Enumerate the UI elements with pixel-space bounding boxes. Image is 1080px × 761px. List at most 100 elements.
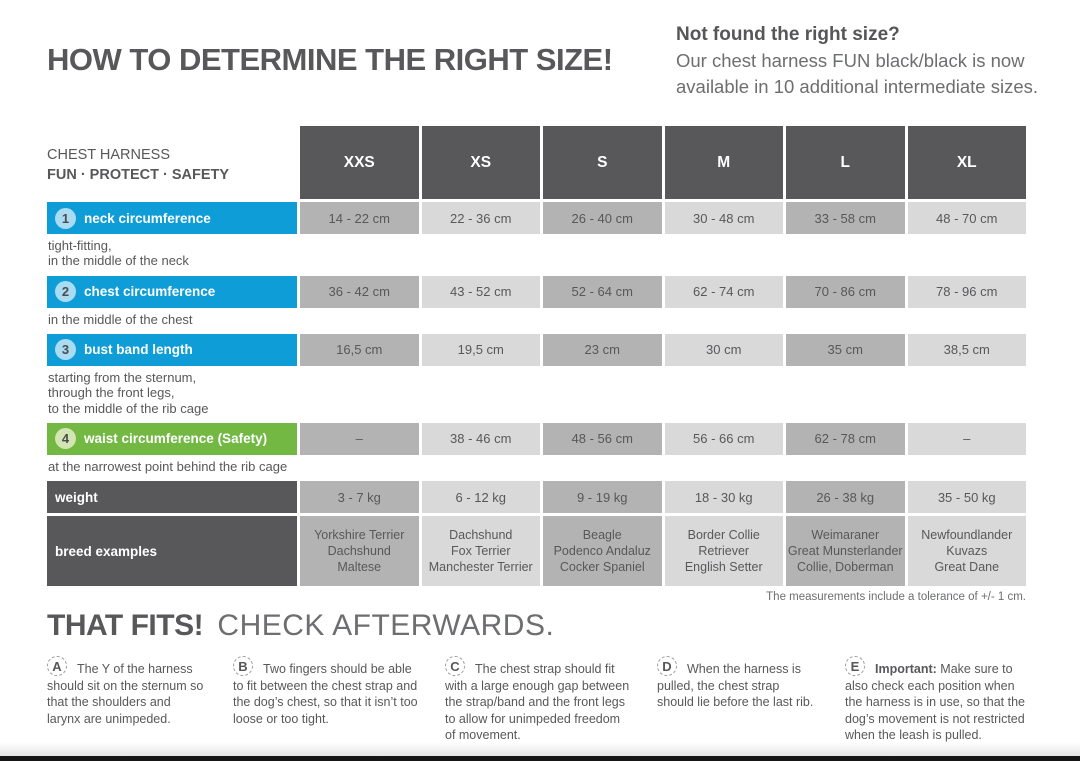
row-label-text: neck circumference (84, 210, 211, 226)
breed-name: Newfoundlander (921, 527, 1013, 542)
row-note-line: through the front legs, (48, 385, 175, 401)
size-cell: 26 - 38 kg (786, 481, 905, 514)
size-cell: 14 - 22 cm (300, 202, 419, 234)
check-afterwards-title: THAT FITS! CHECK AFTERWARDS. (47, 609, 1026, 643)
breed-cell: Weimaraner Great Munsterlander Collie, D… (786, 516, 905, 587)
table-row-chest-circumference: 2 chest circumference 36 - 42 cm 43 - 52… (47, 275, 1026, 308)
fit-note-d: D When the harness is pulled, the chest … (657, 656, 819, 744)
fit-note-text: Important: Make sure to also check each … (845, 661, 1026, 744)
size-cell: 6 - 12 kg (421, 481, 540, 514)
not-found-title: Not found the right size? (676, 24, 900, 45)
table-row-breed-examples: breed examples Yorkshire Terrier Dachshu… (47, 516, 1026, 587)
size-cell: 48 - 56 cm (543, 422, 662, 455)
fit-note-b: B Two fingers should be able to fit betw… (233, 656, 419, 744)
size-cell: 62 - 74 cm (664, 275, 783, 308)
size-cell: 19,5 cm (421, 333, 540, 366)
breed-name: Great Dane (934, 560, 1000, 575)
bottom-gradient (0, 742, 1080, 756)
size-cell: 38 - 46 cm (421, 422, 540, 455)
letter-badge-d: D (657, 656, 677, 677)
row-note-line: tight-fitting, (48, 238, 112, 253)
fit-note-a: A The Y of the harness should sit on the… (47, 656, 207, 744)
fit-note-c: C The chest strap should fit with a larg… (445, 656, 631, 744)
breed-cell: Beagle Podenco Andaluz Cocker Spaniel (543, 516, 662, 587)
tolerance-note: The measurements include a tolerance of … (766, 591, 1026, 604)
fit-note-bold: Important: (875, 662, 937, 677)
size-cell: 38,5 cm (907, 333, 1026, 366)
size-cell: 33 - 58 cm (786, 202, 905, 234)
fit-note-body: Make sure to also check each position wh… (845, 662, 1025, 743)
bottom-bar (0, 756, 1080, 761)
fit-note-text: The chest strap should fit with a large … (445, 661, 631, 744)
row-note: at the narrowest point behind the rib ca… (47, 455, 1026, 481)
size-col-header-l: L (786, 126, 905, 199)
size-table: CHEST HARNESS FUN · PROTECT · SAFETY XXS… (47, 126, 1026, 603)
breed-name: English Setter (684, 560, 763, 575)
row-note-line: at the narrowest point behind the rib ca… (48, 458, 288, 474)
row-label-text: bust band length (84, 342, 193, 358)
row-note-line: in the middle of the neck (48, 253, 189, 269)
row-note: starting from the sternum, through the f… (47, 366, 1026, 423)
fit-note-text: Two fingers should be able to fit betwee… (233, 661, 419, 727)
table-row-neck-circumference: 1 neck circumference 14 - 22 cm 22 - 36 … (47, 202, 1026, 234)
size-cell: 62 - 78 cm (786, 422, 905, 455)
size-col-header-xs: XS (421, 126, 540, 199)
size-cell: 3 - 7 kg (300, 481, 419, 514)
letter-badge-e: E (845, 656, 865, 677)
size-col-header-xxs: XXS (300, 126, 419, 199)
row-label-bust-band-length: 3 bust band length (47, 333, 297, 366)
size-cell: 18 - 30 kg (664, 481, 783, 514)
breed-cell: Yorkshire Terrier Dachshund Maltese (300, 516, 419, 587)
row-number-badge: 1 (55, 207, 76, 229)
breed-name: Podenco Andaluz (553, 544, 651, 559)
product-line: CHEST HARNESS (47, 146, 171, 163)
row-label-neck-circumference: 1 neck circumference (47, 202, 297, 234)
size-cell: 43 - 52 cm (421, 275, 540, 308)
breed-name: Kuvazs (946, 544, 988, 559)
size-cell: 23 cm (543, 333, 662, 366)
size-cell: 22 - 36 cm (421, 202, 540, 234)
size-col-header-m: M (664, 126, 783, 199)
breed-name: Yorkshire Terrier (314, 527, 405, 542)
size-cell: 30 cm (664, 333, 783, 366)
row-number-badge: 4 (55, 428, 76, 450)
size-cell: 9 - 19 kg (543, 481, 662, 514)
fit-check-notes: A The Y of the harness should sit on the… (47, 656, 1026, 744)
letter-badge-c: C (445, 656, 465, 677)
breed-name: Fox Terrier (450, 544, 511, 559)
size-cell: 48 - 70 cm (907, 202, 1026, 234)
size-cell: – (907, 422, 1026, 455)
row-number-badge: 3 (55, 339, 76, 361)
breed-name: Dachshund (327, 544, 391, 559)
row-note-line: in the middle of the chest (48, 311, 193, 327)
breed-name: Beagle (582, 527, 622, 542)
breed-name: Collie, Doberman (796, 560, 894, 575)
size-cell: 36 - 42 cm (300, 275, 419, 308)
size-cell: 35 cm (786, 333, 905, 366)
breed-cell: Dachshund Fox Terrier Manchester Terrier (421, 516, 540, 587)
product-line-bold: FUN · PROTECT · SAFETY (47, 166, 230, 183)
breed-cell: Newfoundlander Kuvazs Great Dane (907, 516, 1026, 587)
row-label-text: waist circumference (Safety) (84, 431, 268, 447)
size-cell: 35 - 50 kg (907, 481, 1026, 514)
size-cell: 70 - 86 cm (786, 275, 905, 308)
row-label-waist-circumference: 4 waist circumference (Safety) (47, 422, 297, 455)
breed-name: Cocker Spaniel (559, 560, 645, 575)
fit-note-e: E Important: Make sure to also check eac… (845, 656, 1026, 744)
row-number-badge: 2 (55, 281, 76, 303)
breed-name: Weimaraner (811, 527, 880, 542)
check-afterwards-section: THAT FITS! CHECK AFTERWARDS. A The Y of … (47, 609, 1026, 744)
product-name: CHEST HARNESS FUN · PROTECT · SAFETY (47, 126, 297, 199)
table-row-waist-circumference: 4 waist circumference (Safety) – 38 - 46… (47, 422, 1026, 455)
size-cell: 30 - 48 cm (664, 202, 783, 234)
check-afterwards-title-light: CHECK AFTERWARDS. (217, 609, 555, 643)
size-cell: 16,5 cm (300, 333, 419, 366)
breed-name: Border Collie (687, 527, 760, 542)
fit-note-body: When the harness is pulled, the chest st… (657, 662, 814, 710)
row-label-breed-examples: breed examples (47, 516, 297, 587)
row-label-chest-circumference: 2 chest circumference (47, 275, 297, 308)
size-header-row: CHEST HARNESS FUN · PROTECT · SAFETY XXS… (47, 126, 1026, 199)
letter-badge-a: A (47, 656, 67, 677)
breed-name: Dachshund (449, 527, 513, 542)
not-found-text-line: available in 10 additional intermediate … (676, 75, 1038, 97)
